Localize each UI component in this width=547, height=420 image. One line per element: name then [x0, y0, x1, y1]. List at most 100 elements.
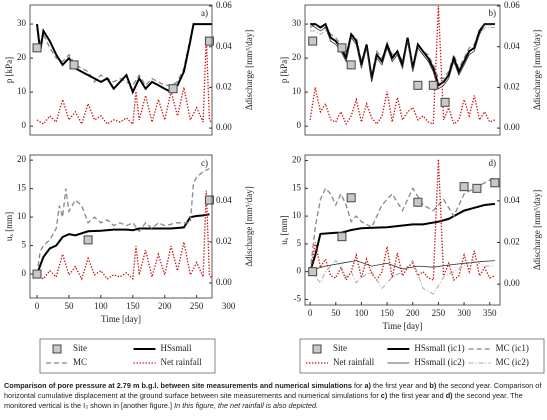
x-tick-label: 200 [406, 308, 420, 318]
y-tick-label: 10 [292, 210, 302, 220]
plot-frame [304, 4, 501, 136]
x-tick-label: 100 [94, 301, 108, 311]
y2-tick-label: 0.04 [216, 195, 232, 205]
series-line [36, 36, 212, 126]
y-tick-label: 0 [22, 268, 27, 278]
plot-area [309, 5, 496, 126]
x-tick-label: 50 [331, 308, 341, 318]
site-marker [337, 43, 347, 53]
legend-marker [52, 344, 62, 354]
y2-axis-label: Δdischarge [mm³/day] [532, 190, 542, 271]
site-marker [337, 232, 347, 242]
plot-frame [29, 4, 213, 136]
legend-label: HSsmall [161, 343, 193, 353]
series-line [309, 202, 496, 272]
y-axis-label: uₓ [mm] [279, 215, 289, 244]
y-tick-label: 20 [292, 52, 302, 62]
legend-label: MC (ic1) [496, 343, 529, 353]
y-tick-label: 20 [292, 155, 302, 165]
panel-label: c) [201, 158, 208, 168]
legend-box [39, 338, 216, 374]
x-tick-label: 50 [64, 301, 74, 311]
series-line [36, 168, 210, 275]
y2-tick-label: 0.02 [504, 81, 520, 91]
series-line [36, 213, 210, 275]
y-axis-label: p [kPa] [4, 57, 14, 83]
site-marker [413, 80, 423, 90]
series-line [310, 22, 495, 87]
y-tick-label: 0 [297, 266, 302, 276]
x-tick-label: 0 [35, 301, 40, 311]
y2-tick-label: 0.00 [504, 122, 520, 132]
caption-run: for [351, 381, 365, 390]
plot-frame [304, 154, 501, 306]
y-tick-label: 15 [17, 183, 27, 193]
series-line [309, 260, 495, 273]
y-tick-label: 15 [292, 182, 302, 192]
series-line [309, 159, 496, 282]
caption-run: Comparison of pore pressure at 2.79 m b.… [4, 381, 352, 390]
panel-label: b) [489, 8, 497, 18]
panel-label: a) [201, 8, 208, 18]
x-tick-label: 350 [483, 308, 497, 318]
legend-label: HSsmall (ic1) [414, 343, 464, 353]
y2-tick-label: 0.00 [216, 122, 232, 132]
site-marker [346, 193, 356, 203]
site-marker [32, 43, 42, 53]
x-tick-label: 200 [158, 301, 172, 311]
y2-tick-label: 0.00 [504, 278, 520, 288]
x-tick-label: 300 [222, 301, 236, 311]
y-axis-label: p [kPa] [279, 57, 289, 83]
y-tick-label: 5 [22, 240, 27, 250]
series-line [309, 176, 496, 272]
y-tick-label: 30 [17, 18, 27, 28]
site-marker [69, 60, 79, 70]
y-tick-label: 20 [17, 154, 27, 164]
y2-tick-label: 0.04 [504, 195, 520, 205]
site-marker [459, 182, 469, 192]
x-tick-label: 150 [126, 301, 140, 311]
y2-tick-label: 0.06 [216, 0, 232, 10]
site-marker [490, 178, 500, 188]
panel-label: d) [489, 158, 497, 168]
y-tick-label: 0 [297, 120, 302, 130]
legend-box [299, 338, 545, 374]
y2-axis-label: Δdischarge [mm³/day] [244, 30, 254, 111]
y2-tick-label: 0.02 [504, 237, 520, 247]
y-axis-label: uₓ [mm] [4, 212, 14, 241]
y-tick-label: -5 [294, 294, 302, 304]
site-marker [308, 36, 318, 46]
plot-frame [29, 154, 213, 299]
site-marker [168, 84, 178, 94]
legend-label: MC [73, 357, 87, 367]
site-marker [83, 235, 93, 245]
legend-marker [312, 344, 322, 354]
y-tick-label: 20 [17, 52, 27, 62]
y2-tick-label: 0.04 [216, 41, 232, 51]
site-marker [413, 197, 423, 207]
y-tick-label: 10 [292, 86, 302, 96]
caption-run: a) [364, 381, 372, 390]
caption-run: the first year and [387, 391, 446, 400]
caption-run: the second year. The monitored vertical … [4, 391, 523, 410]
y-tick-label: 30 [292, 18, 302, 28]
y2-axis-label: Δdischarge [mm³/day] [244, 186, 254, 267]
site-marker [204, 36, 214, 46]
y2-tick-label: 0.02 [216, 81, 232, 91]
y-tick-label: 5 [297, 238, 302, 248]
site-marker [32, 269, 42, 279]
caption-run: d) [445, 391, 453, 400]
caption-run: c) [380, 391, 388, 400]
legend-label: Site [73, 343, 87, 353]
caption-run: the first year and [371, 381, 430, 390]
y2-tick-label: 0.04 [504, 41, 520, 51]
legend-label: Net rainfall [333, 357, 375, 367]
x-axis-label: Time [day] [101, 314, 141, 324]
site-marker [472, 183, 482, 193]
plot-area [309, 159, 496, 295]
legend-label: Site [333, 343, 347, 353]
site-marker [428, 80, 438, 90]
site-marker [204, 195, 214, 205]
y-tick-label: 0 [22, 120, 27, 130]
